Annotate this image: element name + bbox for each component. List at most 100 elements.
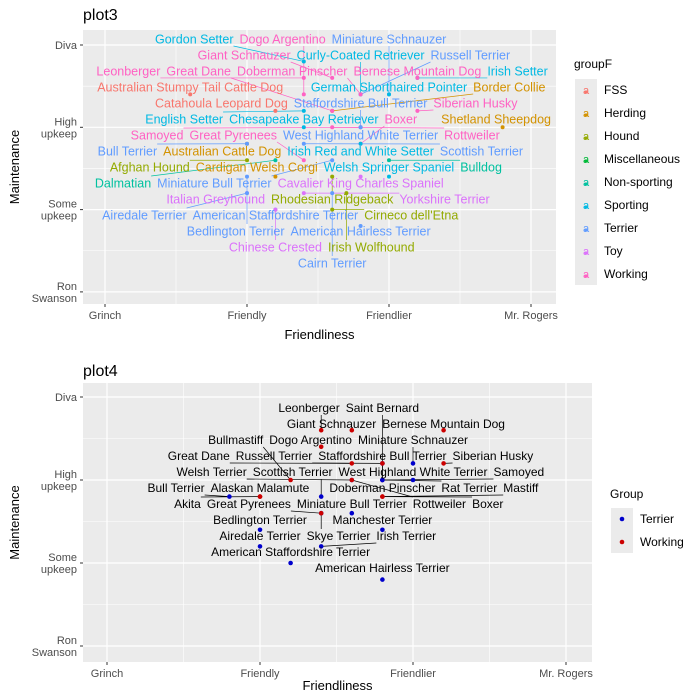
point-label: American Hairless Terrier	[291, 224, 431, 238]
repel-segment	[290, 510, 322, 514]
data-point	[318, 510, 324, 516]
data-point	[301, 191, 306, 196]
y-tick-label: Some upkeep	[41, 552, 77, 576]
data-point	[301, 75, 306, 80]
point-label: Cavalier King Charles Spaniel	[278, 176, 444, 190]
legend-label: Working	[604, 267, 648, 281]
legend-label: Sporting	[604, 198, 649, 212]
data-point	[318, 444, 324, 450]
point-label: Samoyed	[131, 128, 184, 142]
point-label: Miniature Schnauzer	[332, 32, 447, 46]
point-label: Border Collie	[473, 80, 545, 94]
data-point	[380, 527, 385, 533]
data-point	[380, 577, 385, 582]
repel-segments	[151, 45, 488, 256]
x-tick-label: Grinch	[89, 310, 121, 322]
point-label: Leonberger	[96, 64, 160, 78]
data-point	[330, 75, 335, 80]
repel-segment	[360, 61, 431, 95]
data-point	[301, 108, 306, 113]
point-label: Doberman Pinscher	[237, 64, 347, 78]
legend-key-point	[584, 228, 588, 232]
data-point	[188, 92, 193, 97]
data-point	[330, 191, 335, 196]
point-label: Scottish Terrier	[253, 465, 333, 479]
data-point	[245, 141, 249, 146]
legend-label: Terrier	[604, 221, 638, 235]
point-label: Bedlington Terrier	[213, 513, 307, 527]
point-label: Shetland Sheepdog	[441, 112, 551, 126]
point-label: Irish Terrier	[376, 529, 436, 543]
legend-label: FSS	[604, 83, 627, 97]
legend-item-herding: aHerding	[583, 106, 646, 120]
point-label: Staffordshire Bull Terrier	[294, 96, 428, 110]
legend-item-non-sporting: aNon-sporting	[583, 175, 673, 189]
point-label: Cairn Terrier	[298, 256, 367, 270]
data-point	[330, 207, 335, 212]
data-point	[288, 560, 293, 566]
legend-label: Toy	[604, 244, 623, 258]
data-point	[387, 158, 391, 163]
point-label: Doberman Pinscher	[329, 481, 435, 495]
data-point	[330, 158, 335, 163]
repel-segments	[200, 415, 504, 547]
x-tick-label: Friendlier	[366, 310, 412, 322]
point-label: Saint Bernard	[346, 401, 419, 415]
point-label: Australian Stumpy Tail Cattle Dog	[97, 80, 283, 94]
data-point	[387, 92, 391, 97]
data-point	[387, 174, 391, 179]
data-point	[273, 207, 278, 212]
legend-label: Non-sporting	[604, 175, 673, 189]
point-label: Irish Wolfhound	[328, 240, 415, 254]
points	[188, 59, 505, 229]
legend-item-fss: aFSS	[583, 83, 627, 97]
repel-segment	[382, 478, 494, 481]
point-label: Bedlington Terrier	[187, 224, 285, 238]
y-tick-label: Diva	[55, 392, 78, 404]
data-point	[358, 141, 363, 146]
plot-panel	[83, 383, 592, 662]
data-point	[330, 108, 335, 113]
data-point	[441, 427, 446, 433]
legend-item-sporting: aSporting	[583, 198, 649, 212]
data-point	[273, 108, 278, 113]
point-label: Scottish Terrier	[440, 144, 523, 158]
legend-key-point	[584, 182, 588, 186]
legend-item-hound: aHound	[583, 129, 639, 143]
y-tick-label: Diva	[55, 40, 78, 52]
data-point	[358, 174, 363, 179]
repel-segment	[360, 125, 385, 145]
point-label: English Setter	[145, 112, 223, 126]
y-tick-label: High upkeep	[41, 469, 77, 493]
data-point	[380, 477, 385, 483]
data-point	[257, 544, 263, 549]
data-point	[415, 75, 420, 80]
data-layer: Gordon Setter Leonberger Giant Schnauzer Ir…	[95, 32, 551, 270]
data-point	[330, 125, 335, 130]
point-label: Miniature Bull Terrier	[157, 176, 271, 190]
legend-key-point	[619, 539, 625, 545]
point-label: Cirneco dell'Etna	[364, 208, 458, 222]
data-point	[358, 224, 363, 229]
repel-segment	[276, 141, 304, 161]
data-point	[318, 544, 324, 549]
point-label: German Shorthaired Pointer	[311, 80, 467, 94]
data-point	[380, 461, 385, 466]
point-label: Skye Terrier	[307, 529, 371, 543]
x-axis-title: Friendliness	[284, 327, 355, 342]
point-label: Welsh Springer Spaniel	[324, 160, 454, 174]
point-label: Miniature Bull Terrier	[297, 497, 407, 511]
point-label: Staffordshire Bull Terrier	[318, 449, 446, 463]
y-tick-label: Ron Swanson	[32, 635, 77, 659]
point-label: Giant Schnauzer	[287, 417, 376, 431]
legend-item-terrier: aTerrier	[583, 221, 638, 235]
legend-label: Herding	[604, 106, 646, 120]
data-point	[318, 427, 324, 433]
data-point	[245, 174, 249, 179]
repel-segment	[382, 494, 504, 497]
point-label: Great Pyrenees	[207, 497, 291, 511]
data-point	[301, 59, 306, 64]
data-point	[273, 174, 278, 179]
x-tick-label: Friendly	[240, 668, 280, 680]
point-label: Bull Terrier	[98, 144, 158, 158]
